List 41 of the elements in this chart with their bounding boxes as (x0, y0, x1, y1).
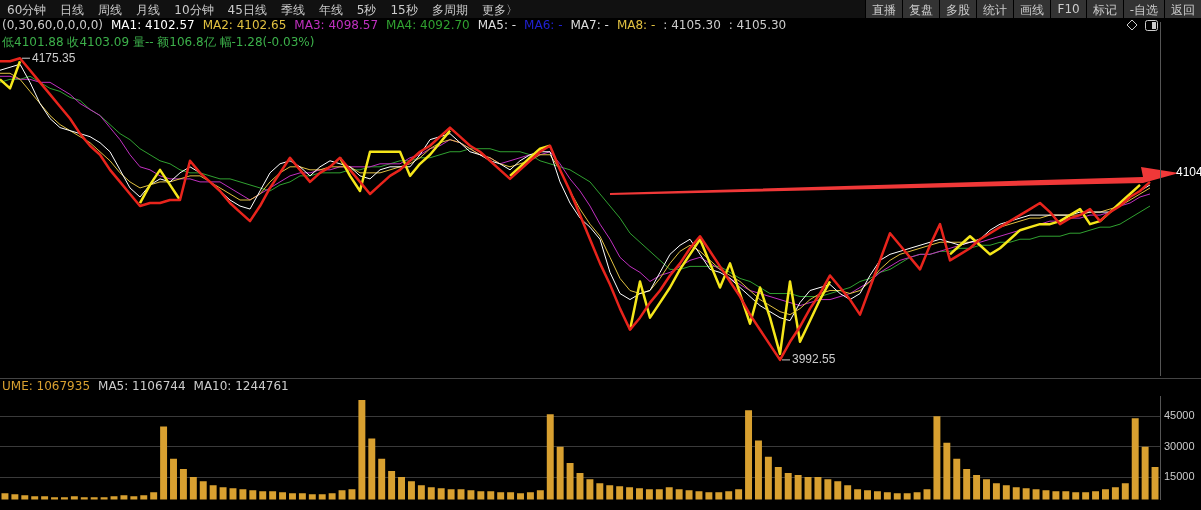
annotation: 4175.35 (32, 50, 76, 65)
text: 返回 (1164, 0, 1201, 18)
text: : 4105.30 (728, 18, 787, 32)
text: 统计 (976, 0, 1014, 18)
text: MA1: 4102.57 (110, 18, 195, 32)
y-tick-label: 30000 (1164, 439, 1195, 452)
text: 周线 (97, 2, 124, 18)
text: 45日线 (226, 2, 268, 18)
legend-label: MA8: - (616, 18, 656, 32)
text: 复盘 (902, 0, 940, 18)
text: 60分钟 (6, 2, 48, 18)
text: (0,30,60,0,0,0,0) (2, 18, 103, 32)
legend-label: MA6: - (524, 18, 563, 32)
text: MA10: 1244761 (193, 379, 289, 393)
legend-label: MA7: - (570, 18, 609, 32)
text: 10分钟 (173, 2, 215, 18)
text: 画线 (1013, 0, 1051, 18)
text: 日线 (59, 2, 86, 18)
annotation: 3992.55 (792, 352, 836, 367)
text: 5秒 (355, 2, 378, 18)
text: : 4105.30 (663, 18, 721, 32)
text: F10 (1050, 0, 1086, 18)
text: 直播 (865, 0, 903, 18)
text: 标记 (1085, 0, 1123, 18)
text: UME: 1067935 (2, 379, 91, 393)
text: 年线 (317, 2, 344, 18)
text: 季线 (279, 2, 306, 18)
text: 更多〉 (480, 2, 519, 18)
text: MA5: 1106744 (98, 379, 186, 393)
y-tick-label: 45000 (1164, 409, 1195, 422)
text: MA4: 4092.70 (386, 18, 470, 32)
text: 低4101.88 收4103.09 量-- 额106.8亿 幅-1.28(-0.03%) (2, 35, 315, 49)
text: 多周期 (430, 2, 469, 18)
text: MA2: 4102.65 (202, 18, 287, 32)
text: -自选 (1122, 0, 1164, 18)
text: 月线 (135, 2, 162, 18)
text: MA3: 4098.57 (294, 18, 379, 32)
text: 15秒 (389, 2, 419, 18)
text: 多股 (939, 0, 977, 18)
y-tick-label: 15000 (1164, 470, 1195, 483)
legend-label: MA5: - (477, 18, 517, 32)
